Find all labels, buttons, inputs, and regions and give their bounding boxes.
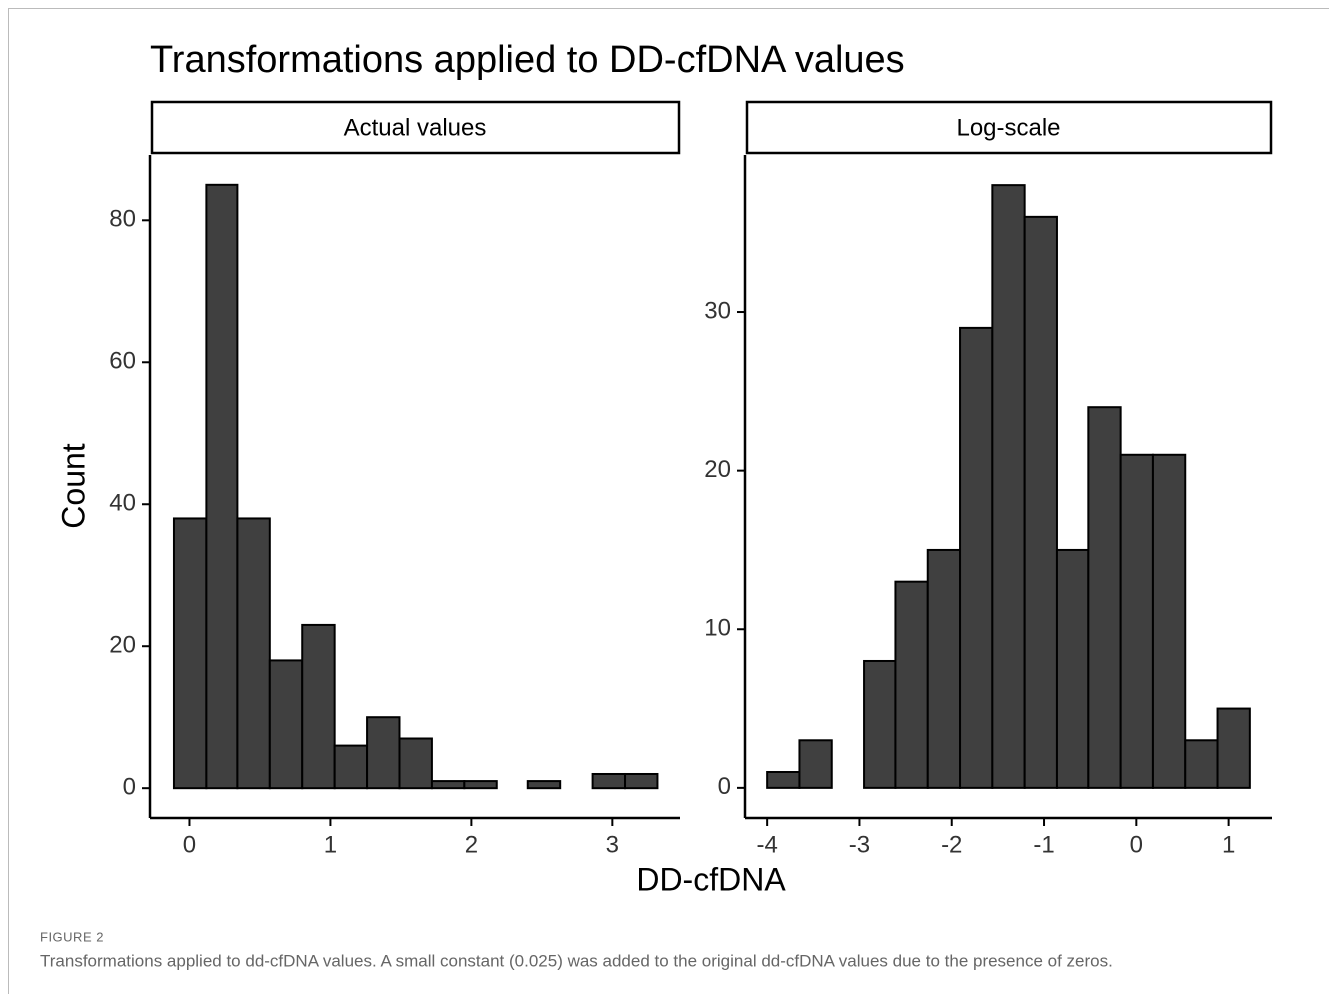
strip-label: Log-scale [956,114,1060,141]
bar [398,737,433,790]
figure-title: Transformations applied to DD-cfDNA valu… [150,39,905,81]
bar [926,548,962,789]
x-tick-label: -1 [1033,831,1054,858]
x-tick-label: 0 [1130,831,1143,858]
x-axis-title: DD-cfDNA [636,861,786,897]
x-tick-label: -2 [941,831,962,858]
bar [463,780,498,790]
y-tick-label: 0 [123,774,136,801]
bar [205,183,239,790]
bar [959,326,994,789]
bar [172,517,208,790]
bar [526,780,562,790]
caption-label: FIGURE 2 [40,929,104,944]
x-tick-label: -3 [849,831,870,858]
x-tick-label: 3 [606,831,619,858]
bar [1023,215,1058,789]
bar [333,744,369,790]
bar [268,659,304,790]
bar [991,184,1026,789]
bar [1216,707,1251,789]
bar [1087,406,1122,789]
x-tick-label: 1 [324,831,337,858]
bar [1151,453,1187,789]
bar [301,623,336,790]
strip-label: Actual values [344,114,487,141]
bar [366,716,401,790]
x-tick-label: 1 [1222,831,1235,858]
y-axis-title: Count [55,443,91,529]
bar [766,771,801,789]
y-tick-label: 10 [704,615,731,642]
x-tick-label: 2 [465,831,478,858]
bar [894,580,929,789]
y-tick-label: 80 [109,206,136,233]
bar [236,517,271,790]
strip-box [150,100,681,155]
x-tick-label: 0 [183,831,196,858]
x-tick-label: -4 [756,831,777,858]
frame [8,8,1329,994]
bar [624,772,659,790]
bar [591,772,627,790]
strip-box [745,100,1273,155]
bar [1055,548,1090,789]
bar [1184,739,1219,789]
bar [430,780,466,790]
y-tick-label: 0 [718,773,731,800]
bar [1119,453,1154,789]
bar [863,659,897,789]
y-tick-label: 60 [109,348,136,375]
y-tick-label: 20 [109,632,136,659]
y-tick-label: 30 [704,297,731,324]
bar [798,739,833,789]
y-tick-label: 40 [109,490,136,517]
y-tick-label: 20 [704,456,731,483]
caption: Transformations applied to dd-cfDNA valu… [40,951,1113,970]
